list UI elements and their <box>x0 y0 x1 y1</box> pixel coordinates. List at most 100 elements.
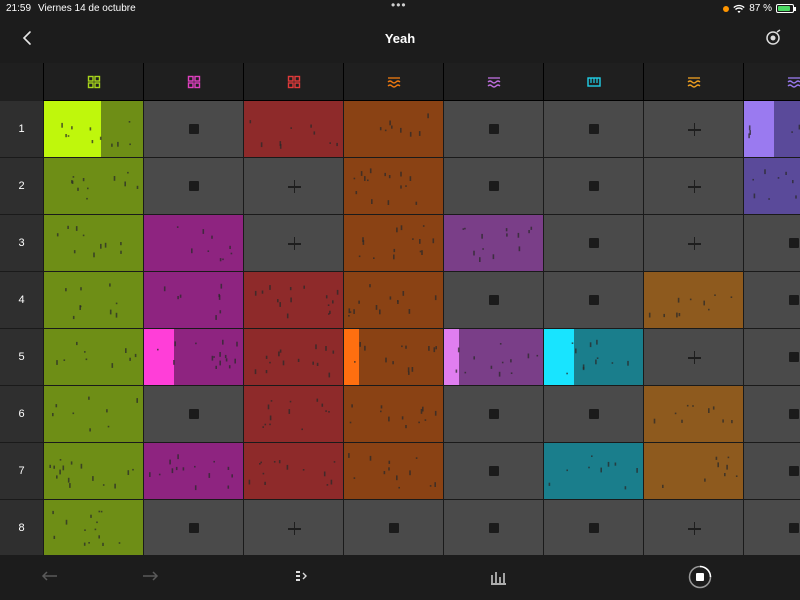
scene-launch-1[interactable]: 1 <box>0 101 43 158</box>
clip[interactable] <box>643 443 743 500</box>
empty-slot-stop[interactable] <box>543 500 643 555</box>
clip[interactable] <box>43 329 143 386</box>
empty-slot-stop[interactable] <box>143 386 243 443</box>
empty-slot-stop[interactable] <box>443 500 543 555</box>
empty-slot-stop[interactable] <box>743 386 800 443</box>
clip[interactable] <box>43 158 143 215</box>
empty-slot-add[interactable] <box>643 500 743 555</box>
undo-icon[interactable] <box>40 567 60 587</box>
empty-slot-add[interactable] <box>643 329 743 386</box>
clip-playing[interactable] <box>343 329 443 386</box>
clip-notes <box>662 456 738 488</box>
clip-playing[interactable] <box>443 329 543 386</box>
scene-launch-6[interactable]: 6 <box>0 386 43 443</box>
clip[interactable] <box>43 500 143 555</box>
clip[interactable] <box>543 443 643 500</box>
clip[interactable] <box>143 215 243 272</box>
clip[interactable] <box>643 272 743 329</box>
clip-playing[interactable] <box>743 101 800 158</box>
record-icon[interactable] <box>764 29 782 47</box>
stop-icon <box>488 124 499 134</box>
clip-playing[interactable] <box>543 329 643 386</box>
redo-icon[interactable] <box>140 567 160 587</box>
clip-playing[interactable] <box>43 101 143 158</box>
empty-slot-stop[interactable] <box>543 158 643 215</box>
empty-slot-stop[interactable] <box>443 443 543 500</box>
scene-launch-5[interactable]: 5 <box>0 329 43 386</box>
clip[interactable] <box>43 386 143 443</box>
empty-slot-stop[interactable] <box>143 500 243 555</box>
track-header-8[interactable] <box>743 63 800 101</box>
clip[interactable] <box>43 215 143 272</box>
clip-playing[interactable] <box>143 329 243 386</box>
clip[interactable] <box>643 386 743 443</box>
empty-slot-add[interactable] <box>643 215 743 272</box>
clip[interactable] <box>343 158 443 215</box>
empty-slot-stop[interactable] <box>343 500 443 555</box>
stop-icon <box>388 523 399 533</box>
multitasking-dots-icon[interactable]: ••• <box>391 0 407 12</box>
launch-icon[interactable] <box>292 567 312 587</box>
stop-icon <box>788 352 799 362</box>
clip-notes <box>254 344 335 378</box>
empty-slot-stop[interactable] <box>143 158 243 215</box>
clip[interactable] <box>343 215 443 272</box>
clip[interactable] <box>243 101 343 158</box>
track-header-3[interactable] <box>243 63 343 101</box>
clip[interactable] <box>43 272 143 329</box>
clip[interactable] <box>343 101 443 158</box>
clip[interactable] <box>243 272 343 329</box>
clip-notes <box>648 294 733 318</box>
clip[interactable] <box>343 272 443 329</box>
track-header-5[interactable] <box>443 63 543 101</box>
empty-slot-add[interactable] <box>243 215 343 272</box>
clip[interactable] <box>243 443 343 500</box>
track-header-6[interactable] <box>543 63 643 101</box>
empty-slot-add[interactable] <box>243 500 343 555</box>
scene-launch-4[interactable]: 4 <box>0 272 43 329</box>
clip[interactable] <box>143 272 243 329</box>
empty-slot-stop[interactable] <box>443 386 543 443</box>
track-header-1[interactable] <box>43 63 143 101</box>
empty-slot-stop[interactable] <box>543 215 643 272</box>
empty-slot-stop[interactable] <box>743 272 800 329</box>
empty-slot-stop[interactable] <box>743 443 800 500</box>
clip[interactable] <box>243 329 343 386</box>
clip[interactable] <box>343 443 443 500</box>
empty-slot-stop[interactable] <box>743 329 800 386</box>
empty-slot-add[interactable] <box>643 101 743 158</box>
clip[interactable] <box>143 443 243 500</box>
clip[interactable] <box>43 443 143 500</box>
clip[interactable] <box>743 158 800 215</box>
empty-slot-stop[interactable] <box>443 101 543 158</box>
scene-launch-7[interactable]: 7 <box>0 443 43 500</box>
wave-icon <box>387 76 400 88</box>
clip[interactable] <box>343 386 443 443</box>
scene-launch-3[interactable]: 3 <box>0 215 43 272</box>
mixer-icon[interactable] <box>489 567 509 587</box>
clip-progress <box>44 101 102 157</box>
page-title: Yeah <box>384 31 416 46</box>
track-header-7[interactable] <box>643 63 743 101</box>
stop-all-icon[interactable] <box>688 565 712 589</box>
empty-slot-add[interactable] <box>643 158 743 215</box>
empty-slot-stop[interactable] <box>543 101 643 158</box>
empty-slot-stop[interactable] <box>143 101 243 158</box>
track-header-2[interactable] <box>143 63 243 101</box>
chevron-left-icon[interactable] <box>18 28 36 48</box>
track-header-4[interactable] <box>343 63 443 101</box>
scene-launch-8[interactable]: 8 <box>0 500 43 555</box>
clip[interactable] <box>243 386 343 443</box>
clip[interactable] <box>443 215 543 272</box>
empty-slot-add[interactable] <box>243 158 343 215</box>
clip-progress <box>544 329 574 385</box>
scene-launch-2[interactable]: 2 <box>0 158 43 215</box>
stop-icon <box>488 523 499 533</box>
empty-slot-stop[interactable] <box>743 215 800 272</box>
empty-slot-stop[interactable] <box>443 158 543 215</box>
empty-slot-stop[interactable] <box>543 386 643 443</box>
empty-slot-stop[interactable] <box>443 272 543 329</box>
empty-slot-stop[interactable] <box>543 272 643 329</box>
empty-slot-stop[interactable] <box>743 500 800 555</box>
